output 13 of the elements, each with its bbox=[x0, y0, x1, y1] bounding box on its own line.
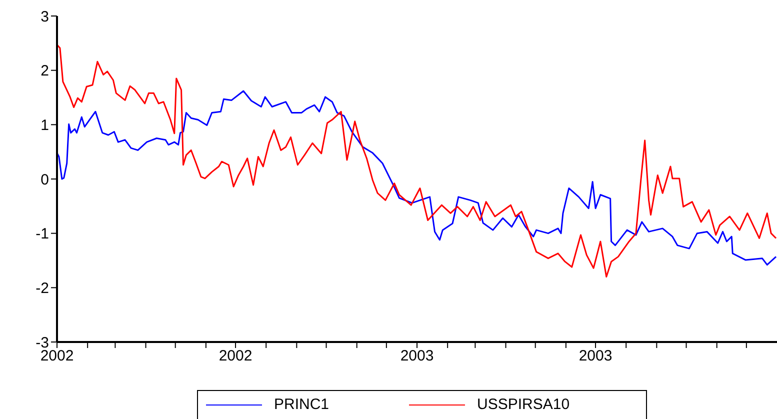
line-series bbox=[57, 90, 777, 266]
x-tick-label: 2003 bbox=[400, 348, 434, 365]
y-tick-label: -1 bbox=[36, 226, 49, 243]
line-series bbox=[57, 44, 777, 278]
x-tick-label: 2003 bbox=[578, 348, 612, 365]
x-tick-label: 2002 bbox=[218, 348, 252, 365]
y-tick-label: -2 bbox=[36, 280, 49, 297]
y-tick-label: 0 bbox=[40, 171, 49, 188]
y-tick-label: 1 bbox=[40, 116, 49, 134]
legend-label: PRINC1 bbox=[274, 396, 330, 413]
y-tick-label: 2 bbox=[40, 62, 49, 80]
y-tick-label: 3 bbox=[40, 8, 49, 26]
legend-label: USSPIRSA10 bbox=[477, 396, 570, 413]
